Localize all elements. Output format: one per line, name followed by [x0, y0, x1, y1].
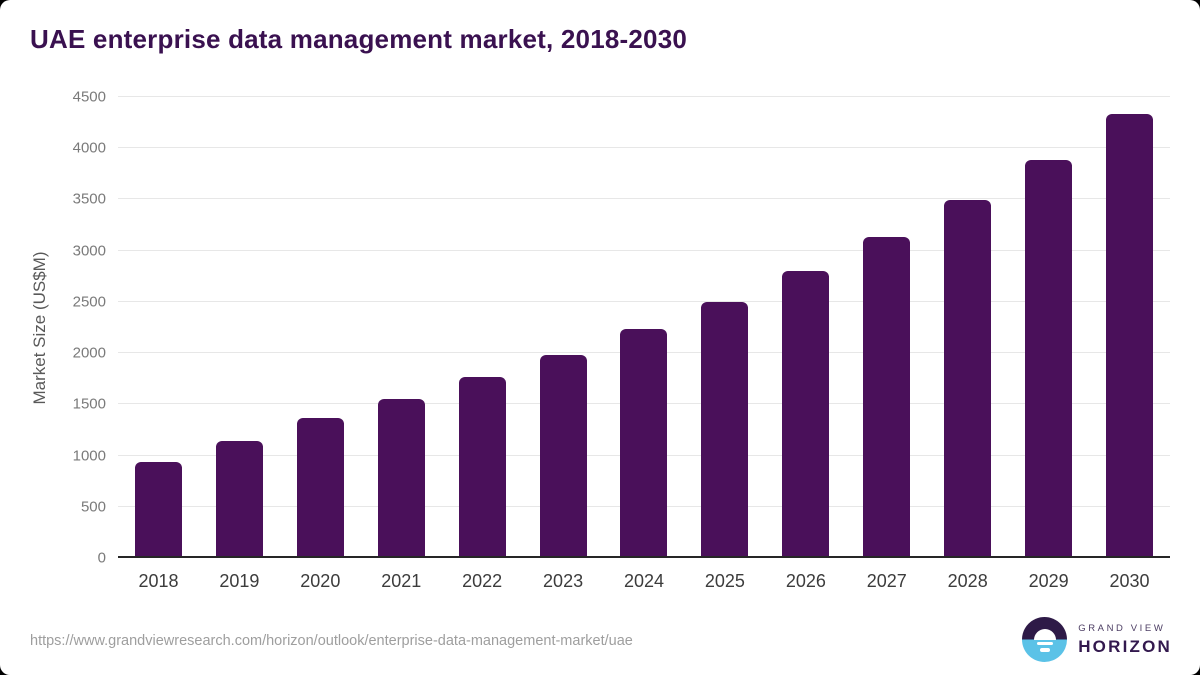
bar-slot-2021: 2021 [361, 97, 442, 558]
y-tick-label: 1500 [73, 397, 106, 412]
bar-2025[interactable] [701, 302, 748, 558]
x-tick-label: 2028 [927, 571, 1008, 592]
bar-2019[interactable] [216, 441, 263, 558]
bar-slot-2019: 2019 [199, 97, 280, 558]
bar-slot-2024: 2024 [604, 97, 685, 558]
bar-2021[interactable] [378, 399, 425, 558]
bar-2023[interactable] [540, 355, 587, 558]
chart-title: UAE enterprise data management market, 2… [30, 24, 687, 55]
bar-slot-2030: 2030 [1089, 97, 1170, 558]
bar-2027[interactable] [863, 237, 910, 558]
bar-slot-2022: 2022 [442, 97, 523, 558]
bar-2024[interactable] [620, 329, 667, 558]
bar-slot-2020: 2020 [280, 97, 361, 558]
y-tick-label: 3000 [73, 243, 106, 258]
bar-2029[interactable] [1025, 160, 1072, 559]
bar-2020[interactable] [297, 418, 344, 558]
bar-slot-2028: 2028 [927, 97, 1008, 558]
chart-page: UAE enterprise data management market, 2… [0, 0, 1200, 675]
logo-brand-bottom: HORIZON [1078, 637, 1172, 657]
bar-2028[interactable] [944, 200, 991, 558]
x-tick-label: 2018 [118, 571, 199, 592]
x-tick-label: 2021 [361, 571, 442, 592]
x-tick-label: 2024 [604, 571, 685, 592]
logo-brand-top: GRAND VIEW [1078, 623, 1172, 634]
x-tick-label: 2023 [523, 571, 604, 592]
y-tick-label: 2000 [73, 346, 106, 361]
x-tick-label: 2025 [684, 571, 765, 592]
y-tick-label: 0 [98, 551, 106, 566]
horizon-sun-icon [1022, 617, 1067, 662]
x-tick-label: 2026 [765, 571, 846, 592]
x-axis-line [118, 556, 1170, 558]
bar-2022[interactable] [459, 377, 506, 558]
y-tick-label: 3500 [73, 192, 106, 207]
y-tick-label: 500 [81, 499, 106, 514]
bar-slot-2027: 2027 [846, 97, 927, 558]
x-tick-label: 2019 [199, 571, 280, 592]
bar-2018[interactable] [135, 462, 182, 558]
bar-slot-2026: 2026 [765, 97, 846, 558]
y-axis-tick-labels: 050010001500200025003000350040004500 [0, 97, 106, 558]
y-tick-label: 4000 [73, 141, 106, 156]
bar-slot-2029: 2029 [1008, 97, 1089, 558]
x-tick-label: 2020 [280, 571, 361, 592]
x-tick-label: 2027 [846, 571, 927, 592]
bar-series: 2018201920202021202220232024202520262027… [118, 97, 1170, 558]
bar-slot-2023: 2023 [523, 97, 604, 558]
source-url: https://www.grandviewresearch.com/horizo… [30, 633, 633, 649]
y-tick-label: 1000 [73, 448, 106, 463]
grand-view-horizon-logo: GRAND VIEW HORIZON [1022, 617, 1172, 662]
bar-2026[interactable] [782, 271, 829, 558]
x-tick-label: 2030 [1089, 571, 1170, 592]
y-tick-label: 2500 [73, 294, 106, 309]
y-tick-label: 4500 [73, 90, 106, 105]
x-tick-label: 2022 [442, 571, 523, 592]
bar-2030[interactable] [1106, 114, 1153, 558]
bar-slot-2025: 2025 [684, 97, 765, 558]
bar-slot-2018: 2018 [118, 97, 199, 558]
plot-area: 2018201920202021202220232024202520262027… [118, 97, 1170, 558]
x-tick-label: 2029 [1008, 571, 1089, 592]
